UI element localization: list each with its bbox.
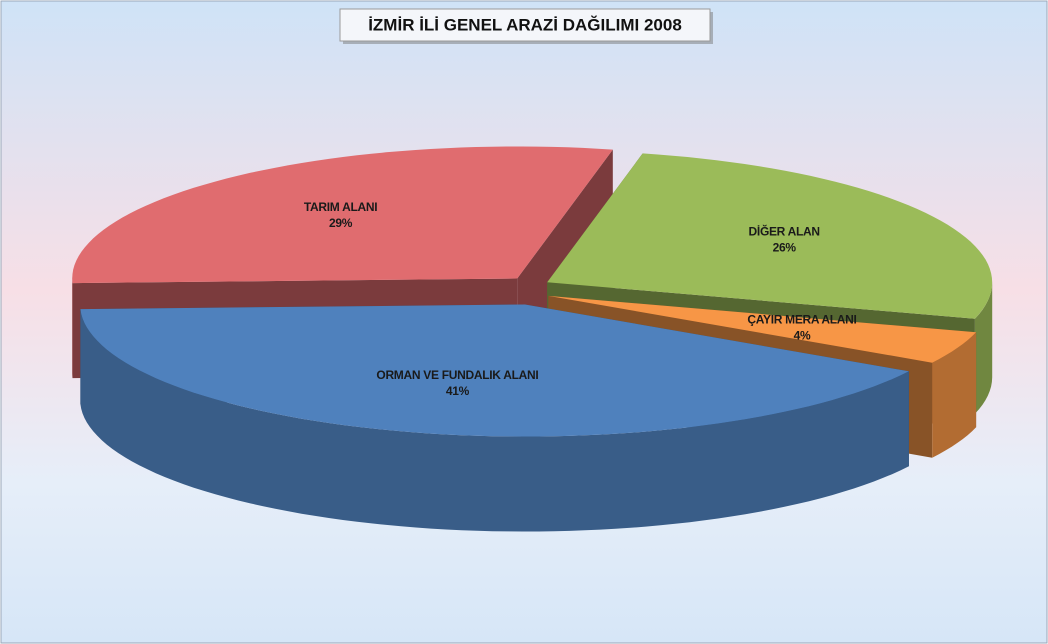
slice-wall	[80, 309, 909, 532]
data-label-name: ORMAN VE FUNDALIK ALANI	[376, 368, 538, 382]
data-label: 26%	[773, 241, 797, 255]
chart-title: İZMİR İLİ GENEL ARAZİ DAĞILIMI 2008	[368, 15, 682, 34]
pie	[72, 146, 993, 532]
labels: TARIM ALANI 29% DİĞER ALAN 26% ÇAYIR MERA AL…	[304, 200, 857, 398]
data-label-name: ÇAYIR MERA ALANI	[747, 312, 856, 326]
data-label: 29%	[329, 216, 353, 230]
data-label: 4%	[794, 328, 811, 342]
slice	[548, 295, 977, 363]
data-label-name: DİĞER ALAN	[749, 224, 820, 239]
data-label-name: TARIM ALANI	[304, 200, 377, 214]
data-label: 41%	[446, 384, 470, 398]
slice	[80, 304, 909, 437]
slice	[547, 153, 993, 319]
slice	[72, 146, 613, 284]
title-box	[339, 8, 711, 42]
slice-wall	[932, 332, 977, 458]
slice-wall	[974, 282, 993, 414]
